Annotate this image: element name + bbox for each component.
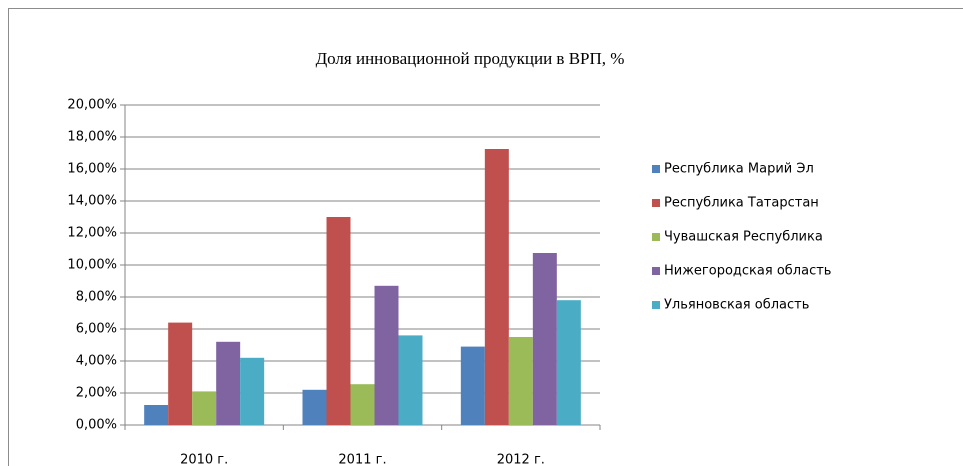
x-tick-label: 2010 г. — [180, 453, 228, 466]
y-tick-label: 16,00% — [67, 162, 117, 177]
bar — [460, 346, 485, 425]
y-tick-label: 2,00% — [76, 386, 117, 401]
bar — [144, 405, 169, 425]
x-tick-label: 2011 г. — [338, 453, 386, 466]
legend-label: Нижегородская область — [664, 264, 831, 279]
y-tick-label: 10,00% — [67, 258, 117, 273]
y-tick-label: 12,00% — [67, 226, 117, 241]
bar — [168, 322, 193, 425]
bar — [326, 217, 351, 425]
bar — [556, 300, 581, 425]
legend-label: Чувашская Республика — [664, 230, 823, 245]
bar — [192, 391, 217, 425]
legend-label: Республика Татарстан — [664, 196, 819, 211]
y-tick-label: 4,00% — [76, 354, 117, 369]
y-tick-label: 14,00% — [67, 194, 117, 209]
bar — [302, 389, 327, 425]
bar — [398, 335, 423, 425]
legend-swatch — [652, 267, 660, 275]
y-tick-label: 6,00% — [76, 322, 117, 337]
x-tick-label: 2012 г. — [497, 453, 545, 466]
chart-title: Доля инновационной продукции в ВРП, % — [316, 49, 625, 68]
legend-label: Республика Марий Эл — [664, 162, 814, 177]
bar — [508, 337, 533, 425]
y-tick-label: 0,00% — [76, 418, 117, 433]
bar — [532, 253, 557, 425]
legend-swatch — [652, 165, 660, 173]
legend-swatch — [652, 233, 660, 241]
y-tick-label: 20,00% — [67, 98, 117, 113]
bar — [484, 149, 509, 425]
y-tick-label: 8,00% — [76, 290, 117, 305]
y-tick-label: 18,00% — [67, 130, 117, 145]
bar — [240, 357, 265, 425]
legend-label: Ульяновская область — [664, 298, 809, 313]
bar — [216, 341, 241, 425]
bar — [374, 285, 399, 425]
legend-swatch — [652, 199, 660, 207]
bar — [350, 384, 375, 425]
legend-swatch — [652, 301, 660, 309]
